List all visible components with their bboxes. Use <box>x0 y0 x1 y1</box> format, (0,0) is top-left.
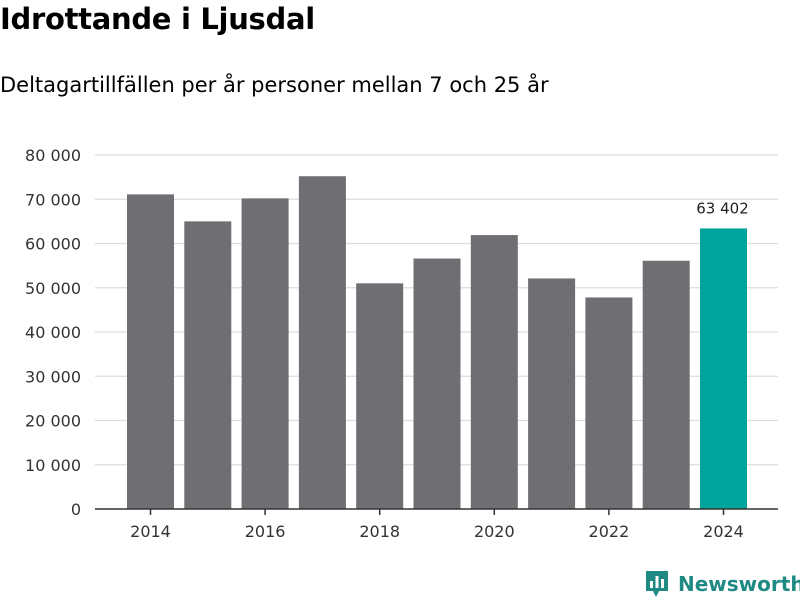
data-label-2024: 63 402 <box>696 199 749 217</box>
bar-2017 <box>298 176 346 510</box>
bar-2015 <box>184 221 232 509</box>
bar-2022 <box>585 297 633 509</box>
y-tick-label: 70 000 <box>25 190 81 209</box>
y-axis-tick-labels: 0 10 000 20 000 30 000 40 000 50 000 60 000 70 … <box>25 146 81 519</box>
bar-2016 <box>241 198 289 510</box>
bar-2020 <box>470 235 518 509</box>
bar-2014 <box>127 194 174 509</box>
x-tick-label: 2014 <box>130 522 171 541</box>
y-tick-label: 30 000 <box>25 367 81 386</box>
x-tick-label: 2016 <box>245 522 286 541</box>
bar-2023 <box>642 260 690 509</box>
y-tick-label: 50 000 <box>25 279 81 298</box>
bar-2021 <box>528 278 576 509</box>
y-tick-label: 80 000 <box>25 146 81 165</box>
x-tick-label: 2024 <box>703 522 744 541</box>
newsworthy-chart-icon <box>646 571 668 597</box>
x-tick-label: 2022 <box>589 522 630 541</box>
y-tick-label: 60 000 <box>25 235 81 254</box>
bars <box>127 176 747 510</box>
bar-2019 <box>413 258 461 509</box>
bar-2018 <box>356 283 404 509</box>
x-tick-label: 2018 <box>359 522 400 541</box>
chart-subtitle: Deltagartillfällen per år personer mella… <box>0 73 549 97</box>
bar-2024 <box>700 228 747 509</box>
y-tick-label: 0 <box>71 500 81 519</box>
newsworthy-logo: Newsworthy <box>644 570 800 598</box>
x-axis <box>95 508 778 515</box>
y-tick-label: 20 000 <box>25 412 81 431</box>
y-tick-label: 40 000 <box>25 323 81 342</box>
chart-title: Idrottande i Ljusdal <box>0 2 315 36</box>
data-labels: 63 402 <box>696 199 749 217</box>
x-tick-label: 2020 <box>474 522 515 541</box>
x-axis-tick-labels: 2014 2016 2018 2020 2022 2024 <box>130 522 744 541</box>
logo-text: Newsworthy <box>678 572 800 596</box>
y-tick-label: 10 000 <box>25 456 81 475</box>
